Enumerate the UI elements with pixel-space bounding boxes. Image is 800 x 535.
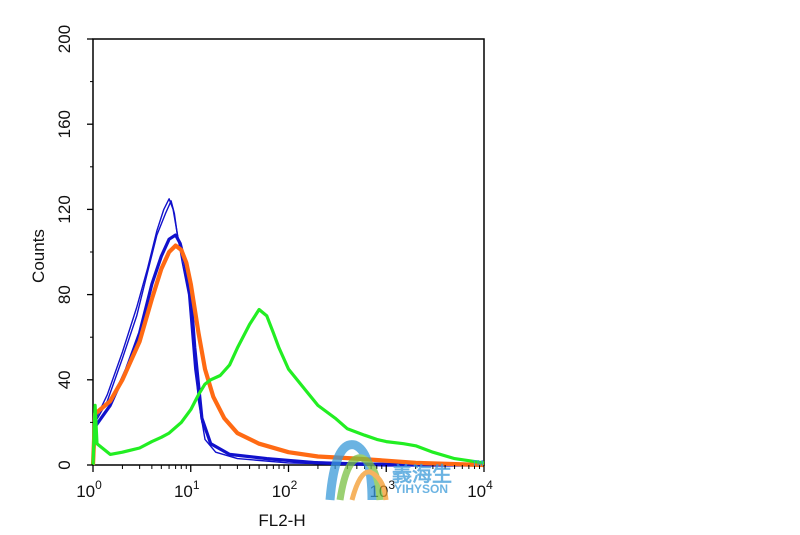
y-tick-label-2: 80 [55, 285, 74, 304]
histogram-series-2 [91, 233, 484, 467]
series-layer [90, 198, 485, 468]
watermark-logo-arc-green [336, 454, 384, 501]
y-axis: 0 40 80 120 160 200 [55, 25, 93, 470]
watermark-logo: 義海生 TM YIHYSON [325, 440, 484, 501]
y-tick-label-5: 200 [55, 25, 74, 53]
y-axis-title: Counts [29, 229, 48, 283]
x-axis-title: FL2-H [258, 511, 305, 530]
x-tick-label-0: 100 [76, 478, 102, 501]
x-tick-label-2: 102 [272, 478, 298, 501]
histogram-series-1 [92, 200, 484, 466]
histogram-series-5 [91, 307, 485, 466]
x-tick-label-4: 104 [467, 478, 493, 501]
x-tick-label-1: 101 [174, 478, 200, 501]
y-tick-label-3: 120 [55, 195, 74, 223]
y-tick-label-4: 160 [55, 110, 74, 138]
watermark-en-text: YIHYSON [394, 482, 448, 496]
y-tick-label-1: 40 [55, 370, 74, 389]
watermark-logo-arc-orange [349, 469, 389, 501]
histogram-series-4 [90, 243, 485, 468]
watermark-tm-text: TM [472, 459, 484, 468]
y-tick-label-0: 0 [55, 460, 74, 469]
watermark-cn-text: 義海生 [392, 462, 452, 486]
histogram-series-3 [92, 198, 485, 466]
